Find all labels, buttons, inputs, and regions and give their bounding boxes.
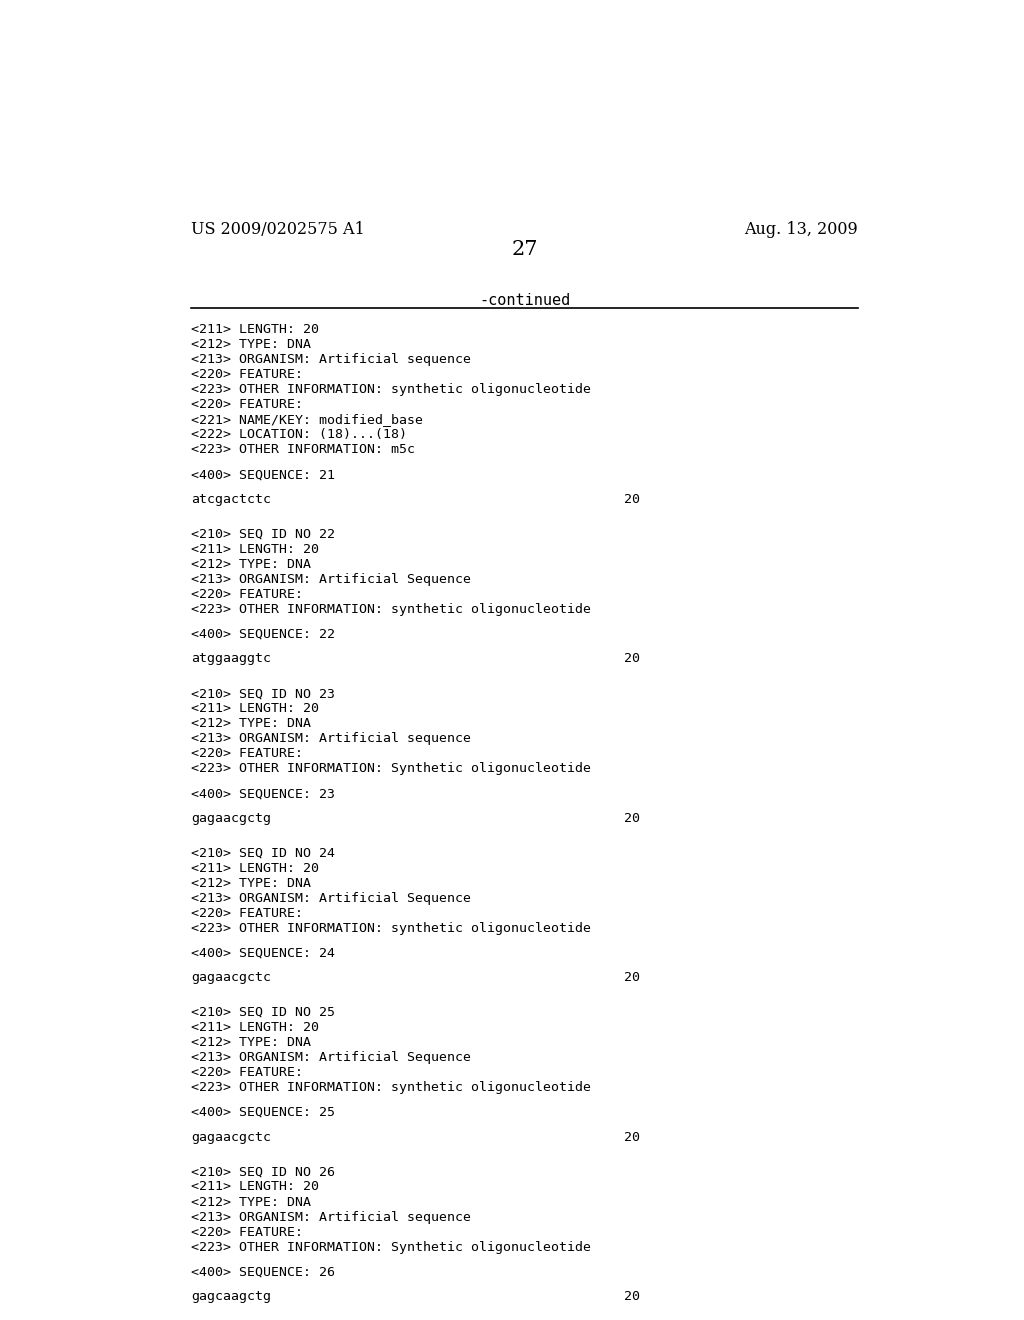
Text: <223> OTHER INFORMATION: Synthetic oligonucleotide: <223> OTHER INFORMATION: Synthetic oligo…: [191, 1241, 592, 1254]
Text: gagcaagctg: gagcaagctg: [191, 1291, 271, 1303]
Text: -continued: -continued: [479, 293, 570, 308]
Text: 27: 27: [512, 240, 538, 259]
Text: <400> SEQUENCE: 25: <400> SEQUENCE: 25: [191, 1106, 336, 1119]
Text: 20: 20: [624, 1131, 640, 1144]
Text: Aug. 13, 2009: Aug. 13, 2009: [744, 222, 858, 239]
Text: <220> FEATURE:: <220> FEATURE:: [191, 1226, 303, 1238]
Text: <212> TYPE: DNA: <212> TYPE: DNA: [191, 558, 311, 570]
Text: gagaacgctg: gagaacgctg: [191, 812, 271, 825]
Text: <211> LENGTH: 20: <211> LENGTH: 20: [191, 543, 319, 556]
Text: <210> SEQ ID NO 22: <210> SEQ ID NO 22: [191, 528, 336, 541]
Text: <221> NAME/KEY: modified_base: <221> NAME/KEY: modified_base: [191, 413, 424, 426]
Text: 20: 20: [624, 652, 640, 665]
Text: <211> LENGTH: 20: <211> LENGTH: 20: [191, 1180, 319, 1193]
Text: 20: 20: [624, 972, 640, 985]
Text: <213> ORGANISM: Artificial Sequence: <213> ORGANISM: Artificial Sequence: [191, 892, 471, 904]
Text: <223> OTHER INFORMATION: m5c: <223> OTHER INFORMATION: m5c: [191, 444, 416, 457]
Text: <222> LOCATION: (18)...(18): <222> LOCATION: (18)...(18): [191, 429, 408, 441]
Text: <210> SEQ ID NO 26: <210> SEQ ID NO 26: [191, 1166, 336, 1179]
Text: <210> SEQ ID NO 23: <210> SEQ ID NO 23: [191, 688, 336, 700]
Text: <223> OTHER INFORMATION: synthetic oligonucleotide: <223> OTHER INFORMATION: synthetic oligo…: [191, 603, 592, 616]
Text: <220> FEATURE:: <220> FEATURE:: [191, 587, 303, 601]
Text: gagaacgctc: gagaacgctc: [191, 972, 271, 985]
Text: <210> SEQ ID NO 25: <210> SEQ ID NO 25: [191, 1006, 336, 1019]
Text: <213> ORGANISM: Artificial Sequence: <213> ORGANISM: Artificial Sequence: [191, 573, 471, 586]
Text: <212> TYPE: DNA: <212> TYPE: DNA: [191, 876, 311, 890]
Text: <213> ORGANISM: Artificial sequence: <213> ORGANISM: Artificial sequence: [191, 733, 471, 746]
Text: <400> SEQUENCE: 22: <400> SEQUENCE: 22: [191, 628, 336, 640]
Text: <220> FEATURE:: <220> FEATURE:: [191, 399, 303, 412]
Text: <211> LENGTH: 20: <211> LENGTH: 20: [191, 1022, 319, 1034]
Text: <213> ORGANISM: Artificial sequence: <213> ORGANISM: Artificial sequence: [191, 1210, 471, 1224]
Text: atcgactctc: atcgactctc: [191, 494, 271, 506]
Text: <220> FEATURE:: <220> FEATURE:: [191, 747, 303, 760]
Text: <400> SEQUENCE: 24: <400> SEQUENCE: 24: [191, 946, 336, 960]
Text: 20: 20: [624, 1291, 640, 1303]
Text: <223> OTHER INFORMATION: synthetic oligonucleotide: <223> OTHER INFORMATION: synthetic oligo…: [191, 383, 592, 396]
Text: <213> ORGANISM: Artificial Sequence: <213> ORGANISM: Artificial Sequence: [191, 1051, 471, 1064]
Text: <211> LENGTH: 20: <211> LENGTH: 20: [191, 323, 319, 337]
Text: gagaacgctc: gagaacgctc: [191, 1131, 271, 1144]
Text: <400> SEQUENCE: 26: <400> SEQUENCE: 26: [191, 1266, 336, 1279]
Text: <211> LENGTH: 20: <211> LENGTH: 20: [191, 702, 319, 715]
Text: <212> TYPE: DNA: <212> TYPE: DNA: [191, 338, 311, 351]
Text: <223> OTHER INFORMATION: synthetic oligonucleotide: <223> OTHER INFORMATION: synthetic oligo…: [191, 1081, 592, 1094]
Text: <223> OTHER INFORMATION: Synthetic oligonucleotide: <223> OTHER INFORMATION: Synthetic oligo…: [191, 763, 592, 775]
Text: atggaaggtc: atggaaggtc: [191, 652, 271, 665]
Text: <211> LENGTH: 20: <211> LENGTH: 20: [191, 862, 319, 875]
Text: 20: 20: [624, 494, 640, 506]
Text: <223> OTHER INFORMATION: synthetic oligonucleotide: <223> OTHER INFORMATION: synthetic oligo…: [191, 921, 592, 935]
Text: <213> ORGANISM: Artificial sequence: <213> ORGANISM: Artificial sequence: [191, 354, 471, 366]
Text: <220> FEATURE:: <220> FEATURE:: [191, 368, 303, 381]
Text: <220> FEATURE:: <220> FEATURE:: [191, 907, 303, 920]
Text: 20: 20: [624, 812, 640, 825]
Text: <212> TYPE: DNA: <212> TYPE: DNA: [191, 1036, 311, 1049]
Text: <212> TYPE: DNA: <212> TYPE: DNA: [191, 1196, 311, 1209]
Text: <220> FEATURE:: <220> FEATURE:: [191, 1067, 303, 1080]
Text: US 2009/0202575 A1: US 2009/0202575 A1: [191, 222, 366, 239]
Text: <212> TYPE: DNA: <212> TYPE: DNA: [191, 717, 311, 730]
Text: <210> SEQ ID NO 24: <210> SEQ ID NO 24: [191, 846, 336, 859]
Text: <400> SEQUENCE: 23: <400> SEQUENCE: 23: [191, 787, 336, 800]
Text: <400> SEQUENCE: 21: <400> SEQUENCE: 21: [191, 469, 336, 482]
